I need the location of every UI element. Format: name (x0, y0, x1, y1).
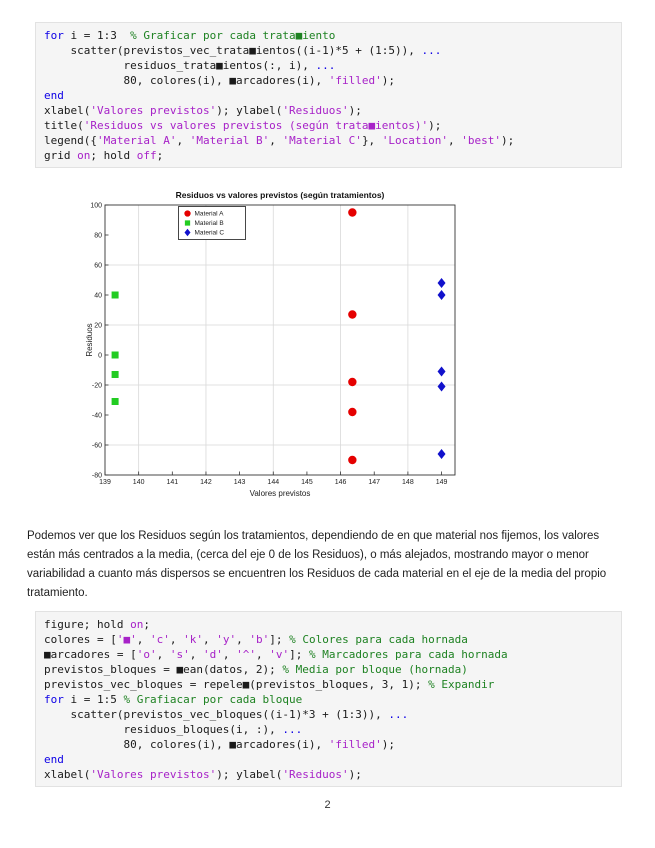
y-tick-label: 100 (90, 203, 102, 210)
legend-marker-circle (184, 210, 191, 217)
page-number: 2 (324, 799, 331, 811)
x-tick-label: 147 (368, 479, 380, 486)
scatter-chart: 139 140 141 142 143 144 145 146 147 148 149 100 80 60… (85, 190, 456, 498)
plot-area (105, 205, 455, 475)
data-point-diamond (437, 381, 446, 392)
code-line: scatter(previstos_vec_trata■ientos((i-1)… (44, 44, 442, 57)
data-point-square (111, 351, 119, 359)
x-tick-label: 139 (99, 479, 111, 486)
code-line: legend({'Material A', 'Material B', 'Mat… (44, 134, 515, 147)
x-tick-label: 148 (402, 479, 414, 486)
x-tick-label: 149 (436, 479, 448, 486)
code-line: xlabel('Valores previstos'); ylabel('Res… (44, 104, 362, 117)
x-tick-label: 141 (166, 479, 178, 486)
legend-label: Material C (195, 230, 225, 237)
y-tick-label: 60 (94, 263, 102, 270)
data-point-circle (348, 377, 357, 387)
code-line: for i = 1:3 % Graficar por cada trata■ie… (44, 29, 336, 42)
code-line: previstos_vec_bloques = repele■(previsto… (44, 678, 495, 691)
y-tick-label: -40 (92, 413, 102, 420)
data-point-square (111, 371, 119, 378)
code-line: title('Residuos vs valores previstos (se… (44, 119, 442, 132)
data-point-circle (348, 310, 357, 319)
chart-title: Residuos vs valores previstos (según tra… (176, 190, 385, 200)
data-point-circle (348, 455, 357, 465)
data-point-diamond (437, 278, 446, 288)
code-line: previstos_bloques = ■ean(datos, 2); % Me… (44, 663, 468, 676)
data-point-square (111, 291, 119, 299)
code-line: scatter(previstos_vec_bloques((i-1)*3 + … (44, 708, 409, 721)
x-tick-label: 142 (200, 479, 212, 486)
code-line: grid on; hold off; (44, 149, 164, 162)
data-point-diamond (437, 366, 446, 377)
code-line: for i = 1:5 % Grafiacar por cada bloque (44, 693, 303, 706)
y-tick-label: 20 (94, 323, 102, 330)
data-point-circle (348, 208, 357, 217)
code-line: figure; hold on; (44, 618, 150, 631)
x-tick-label: 144 (267, 479, 279, 486)
y-tick-label: -80 (92, 473, 102, 480)
x-tick-label: 143 (234, 479, 246, 486)
legend-label: Material A (195, 211, 225, 218)
code-line: end (44, 89, 64, 102)
matlab-code-block-2: figure; hold on; colores = ['■', 'c', 'k'… (35, 611, 622, 787)
code-line: residuos_trata■ientos(:, i), ... (44, 59, 336, 72)
code-line: 80, colores(i), ■arcadores(i), 'filled')… (44, 74, 396, 87)
y-axis-label: Residuos (85, 323, 94, 356)
axis-box (104, 204, 456, 476)
body-paragraph: Podemos ver que los Residuos según los t… (27, 530, 607, 599)
y-tick-label: -60 (92, 443, 102, 450)
x-tick-label: 140 (133, 479, 145, 486)
y-tick-label: -20 (92, 383, 102, 390)
legend-label: Material B (195, 220, 224, 227)
data-point-diamond (437, 449, 446, 459)
legend-marker-diamond (184, 228, 191, 237)
code-line: colores = ['■', 'c', 'k', 'y', 'b']; % C… (44, 633, 468, 646)
code-line: 80, colores(i), ■arcadores(i), 'filled')… (44, 738, 396, 751)
y-tick-label: 40 (94, 293, 102, 300)
y-tick-label: 0 (98, 353, 102, 360)
x-axis-label: Valores previstos (250, 489, 311, 498)
code-line: xlabel('Valores previstos'); ylabel('Res… (44, 768, 362, 781)
code-line: ■arcadores = ['o', 's', 'd', '^', 'v']; … (44, 648, 508, 661)
code-line: end (44, 753, 64, 766)
y-tick-label: 80 (94, 233, 102, 240)
x-tick-label: 146 (335, 479, 347, 486)
x-tick-label: 145 (301, 479, 313, 486)
data-point-diamond (437, 290, 446, 300)
legend-marker-square (184, 220, 191, 226)
code-line: residuos_bloques(i, :), ... (44, 723, 303, 736)
data-point-circle (348, 407, 357, 417)
matlab-code-block-1: for i = 1:3 % Graficar por cada trata■ie… (35, 22, 622, 168)
data-point-square (111, 398, 119, 405)
